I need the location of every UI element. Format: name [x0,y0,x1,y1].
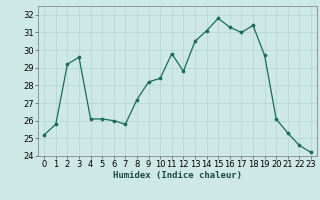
X-axis label: Humidex (Indice chaleur): Humidex (Indice chaleur) [113,171,242,180]
